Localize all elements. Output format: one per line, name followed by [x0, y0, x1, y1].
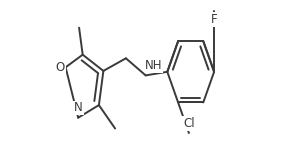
Text: N: N	[74, 101, 83, 114]
Text: NH: NH	[145, 59, 162, 72]
Text: F: F	[211, 13, 217, 26]
Text: O: O	[55, 61, 65, 74]
Text: Cl: Cl	[183, 117, 195, 130]
